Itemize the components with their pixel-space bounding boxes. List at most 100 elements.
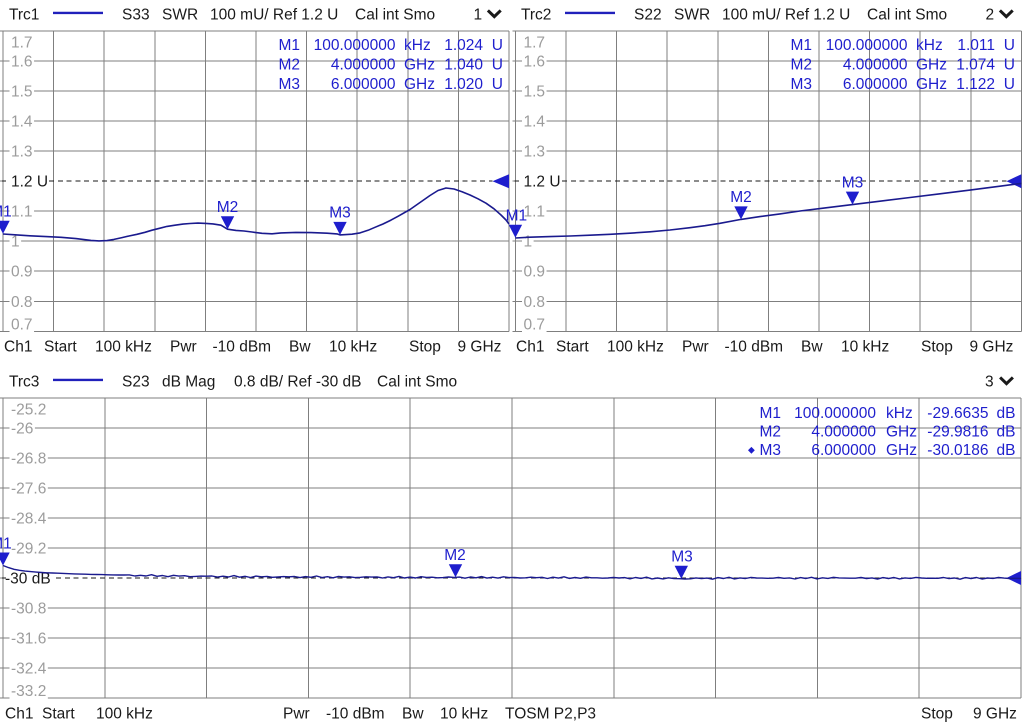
svg-text:1.1: 1.1 (11, 204, 33, 221)
svg-text:GHz: GHz (404, 57, 435, 74)
svg-text:TOSM P2,P3: TOSM P2,P3 (505, 705, 596, 722)
svg-text:100 kHz: 100 kHz (607, 339, 664, 356)
svg-text:0.8: 0.8 (524, 294, 546, 311)
svg-text:Bw: Bw (801, 339, 823, 356)
svg-text:Stop: Stop (921, 339, 953, 356)
svg-text:U: U (492, 76, 503, 93)
svg-text:Ch1: Ch1 (516, 339, 544, 356)
svg-text:1.7: 1.7 (11, 35, 33, 52)
svg-text:1.5: 1.5 (524, 84, 546, 101)
svg-text:Start: Start (44, 339, 77, 356)
svg-text:6.000000: 6.000000 (331, 76, 396, 93)
svg-text:SWR: SWR (674, 7, 710, 24)
svg-text:10 kHz: 10 kHz (440, 705, 488, 722)
svg-text:9 GHz: 9 GHz (973, 705, 1017, 722)
svg-text:S22: S22 (634, 7, 662, 24)
svg-text:100.000000: 100.000000 (826, 37, 908, 54)
svg-text:4.000000: 4.000000 (811, 424, 876, 441)
svg-text:Cal int Smo: Cal int Smo (377, 374, 457, 391)
svg-text:-10 dBm: -10 dBm (326, 705, 385, 722)
svg-text:6.000000: 6.000000 (811, 442, 876, 459)
svg-text:4.000000: 4.000000 (843, 57, 908, 74)
svg-text:M3: M3 (671, 549, 693, 566)
svg-text:S33: S33 (122, 7, 150, 24)
svg-text:0.8: 0.8 (11, 294, 33, 311)
svg-text:-29.9816: -29.9816 (927, 424, 988, 441)
svg-text:0.9: 0.9 (524, 264, 546, 281)
svg-text:Cal int Smo: Cal int Smo (355, 7, 435, 24)
svg-text:U: U (492, 37, 503, 54)
svg-text:Pwr: Pwr (283, 705, 310, 722)
svg-text:1.6: 1.6 (11, 54, 33, 71)
svg-text:1.020: 1.020 (444, 76, 483, 93)
svg-text:-28.4: -28.4 (11, 511, 47, 528)
svg-text:M1: M1 (0, 535, 12, 552)
svg-text:M3: M3 (790, 76, 812, 93)
svg-text:0.7: 0.7 (524, 317, 546, 334)
svg-text:-30.0186: -30.0186 (927, 442, 988, 459)
svg-text:100.000000: 100.000000 (794, 405, 876, 422)
svg-text:U: U (1004, 37, 1015, 54)
svg-text:M2: M2 (444, 547, 466, 564)
svg-text:-30.8: -30.8 (11, 601, 46, 618)
svg-text:1.2 U: 1.2 U (11, 174, 48, 191)
svg-text:dB: dB (997, 442, 1016, 459)
svg-text:GHz: GHz (886, 424, 917, 441)
svg-text:1: 1 (474, 7, 483, 24)
svg-text:-10 dBm: -10 dBm (725, 339, 784, 356)
svg-text:M3: M3 (329, 205, 351, 222)
svg-text:Ch1: Ch1 (5, 705, 33, 722)
svg-text:M3: M3 (842, 174, 864, 191)
svg-text:M2: M2 (217, 199, 239, 216)
svg-text:100 mU/ Ref 1.2 U: 100 mU/ Ref 1.2 U (210, 7, 338, 24)
svg-text:M1: M1 (506, 208, 528, 225)
svg-text:9 GHz: 9 GHz (458, 339, 502, 356)
svg-text:1.074: 1.074 (956, 57, 995, 74)
svg-text:Start: Start (42, 705, 75, 722)
svg-text:-29.2: -29.2 (11, 541, 46, 558)
svg-text:-31.6: -31.6 (11, 631, 46, 648)
svg-text:0.9: 0.9 (11, 264, 33, 281)
svg-text:-26: -26 (11, 421, 33, 438)
svg-text:kHz: kHz (916, 37, 943, 54)
svg-text:0.7: 0.7 (11, 317, 33, 334)
svg-text:Pwr: Pwr (170, 339, 197, 356)
svg-text:3: 3 (985, 374, 994, 391)
svg-text:M1: M1 (790, 37, 812, 54)
svg-text:S23: S23 (122, 374, 150, 391)
svg-text:U: U (492, 57, 503, 74)
svg-text:Stop: Stop (921, 705, 953, 722)
svg-text:-29.6635: -29.6635 (927, 405, 988, 422)
svg-text:M2: M2 (730, 189, 752, 206)
svg-text:GHz: GHz (886, 442, 917, 459)
svg-text:1.4: 1.4 (524, 114, 546, 131)
svg-text:1.3: 1.3 (524, 144, 546, 161)
svg-text:U: U (1004, 57, 1015, 74)
svg-text:1: 1 (11, 234, 20, 251)
svg-text:100.000000: 100.000000 (314, 37, 396, 54)
svg-text:Stop: Stop (409, 339, 441, 356)
svg-text:SWR: SWR (162, 7, 198, 24)
svg-text:GHz: GHz (916, 57, 947, 74)
svg-text:dB Mag: dB Mag (162, 374, 215, 391)
svg-text:6.000000: 6.000000 (843, 76, 908, 93)
svg-text:U: U (1004, 76, 1015, 93)
svg-text:-27.6: -27.6 (11, 481, 46, 498)
svg-text:-33.2: -33.2 (11, 683, 46, 700)
svg-text:1: 1 (524, 234, 533, 251)
svg-text:dB: dB (997, 424, 1016, 441)
svg-text:1.6: 1.6 (524, 54, 546, 71)
svg-text:GHz: GHz (916, 76, 947, 93)
svg-text:4.000000: 4.000000 (331, 57, 396, 74)
svg-text:-25.2: -25.2 (11, 402, 46, 419)
svg-text:Trc3: Trc3 (9, 374, 39, 391)
svg-text:M1: M1 (759, 405, 781, 422)
svg-text:Bw: Bw (289, 339, 311, 356)
svg-text:M2: M2 (759, 424, 781, 441)
svg-text:1.7: 1.7 (524, 35, 546, 52)
svg-text:2: 2 (986, 7, 995, 24)
svg-text:-30 dB: -30 dB (5, 571, 51, 588)
svg-text:1.2 U: 1.2 U (524, 174, 561, 191)
svg-text:1.5: 1.5 (11, 84, 33, 101)
svg-text:10 kHz: 10 kHz (329, 339, 377, 356)
